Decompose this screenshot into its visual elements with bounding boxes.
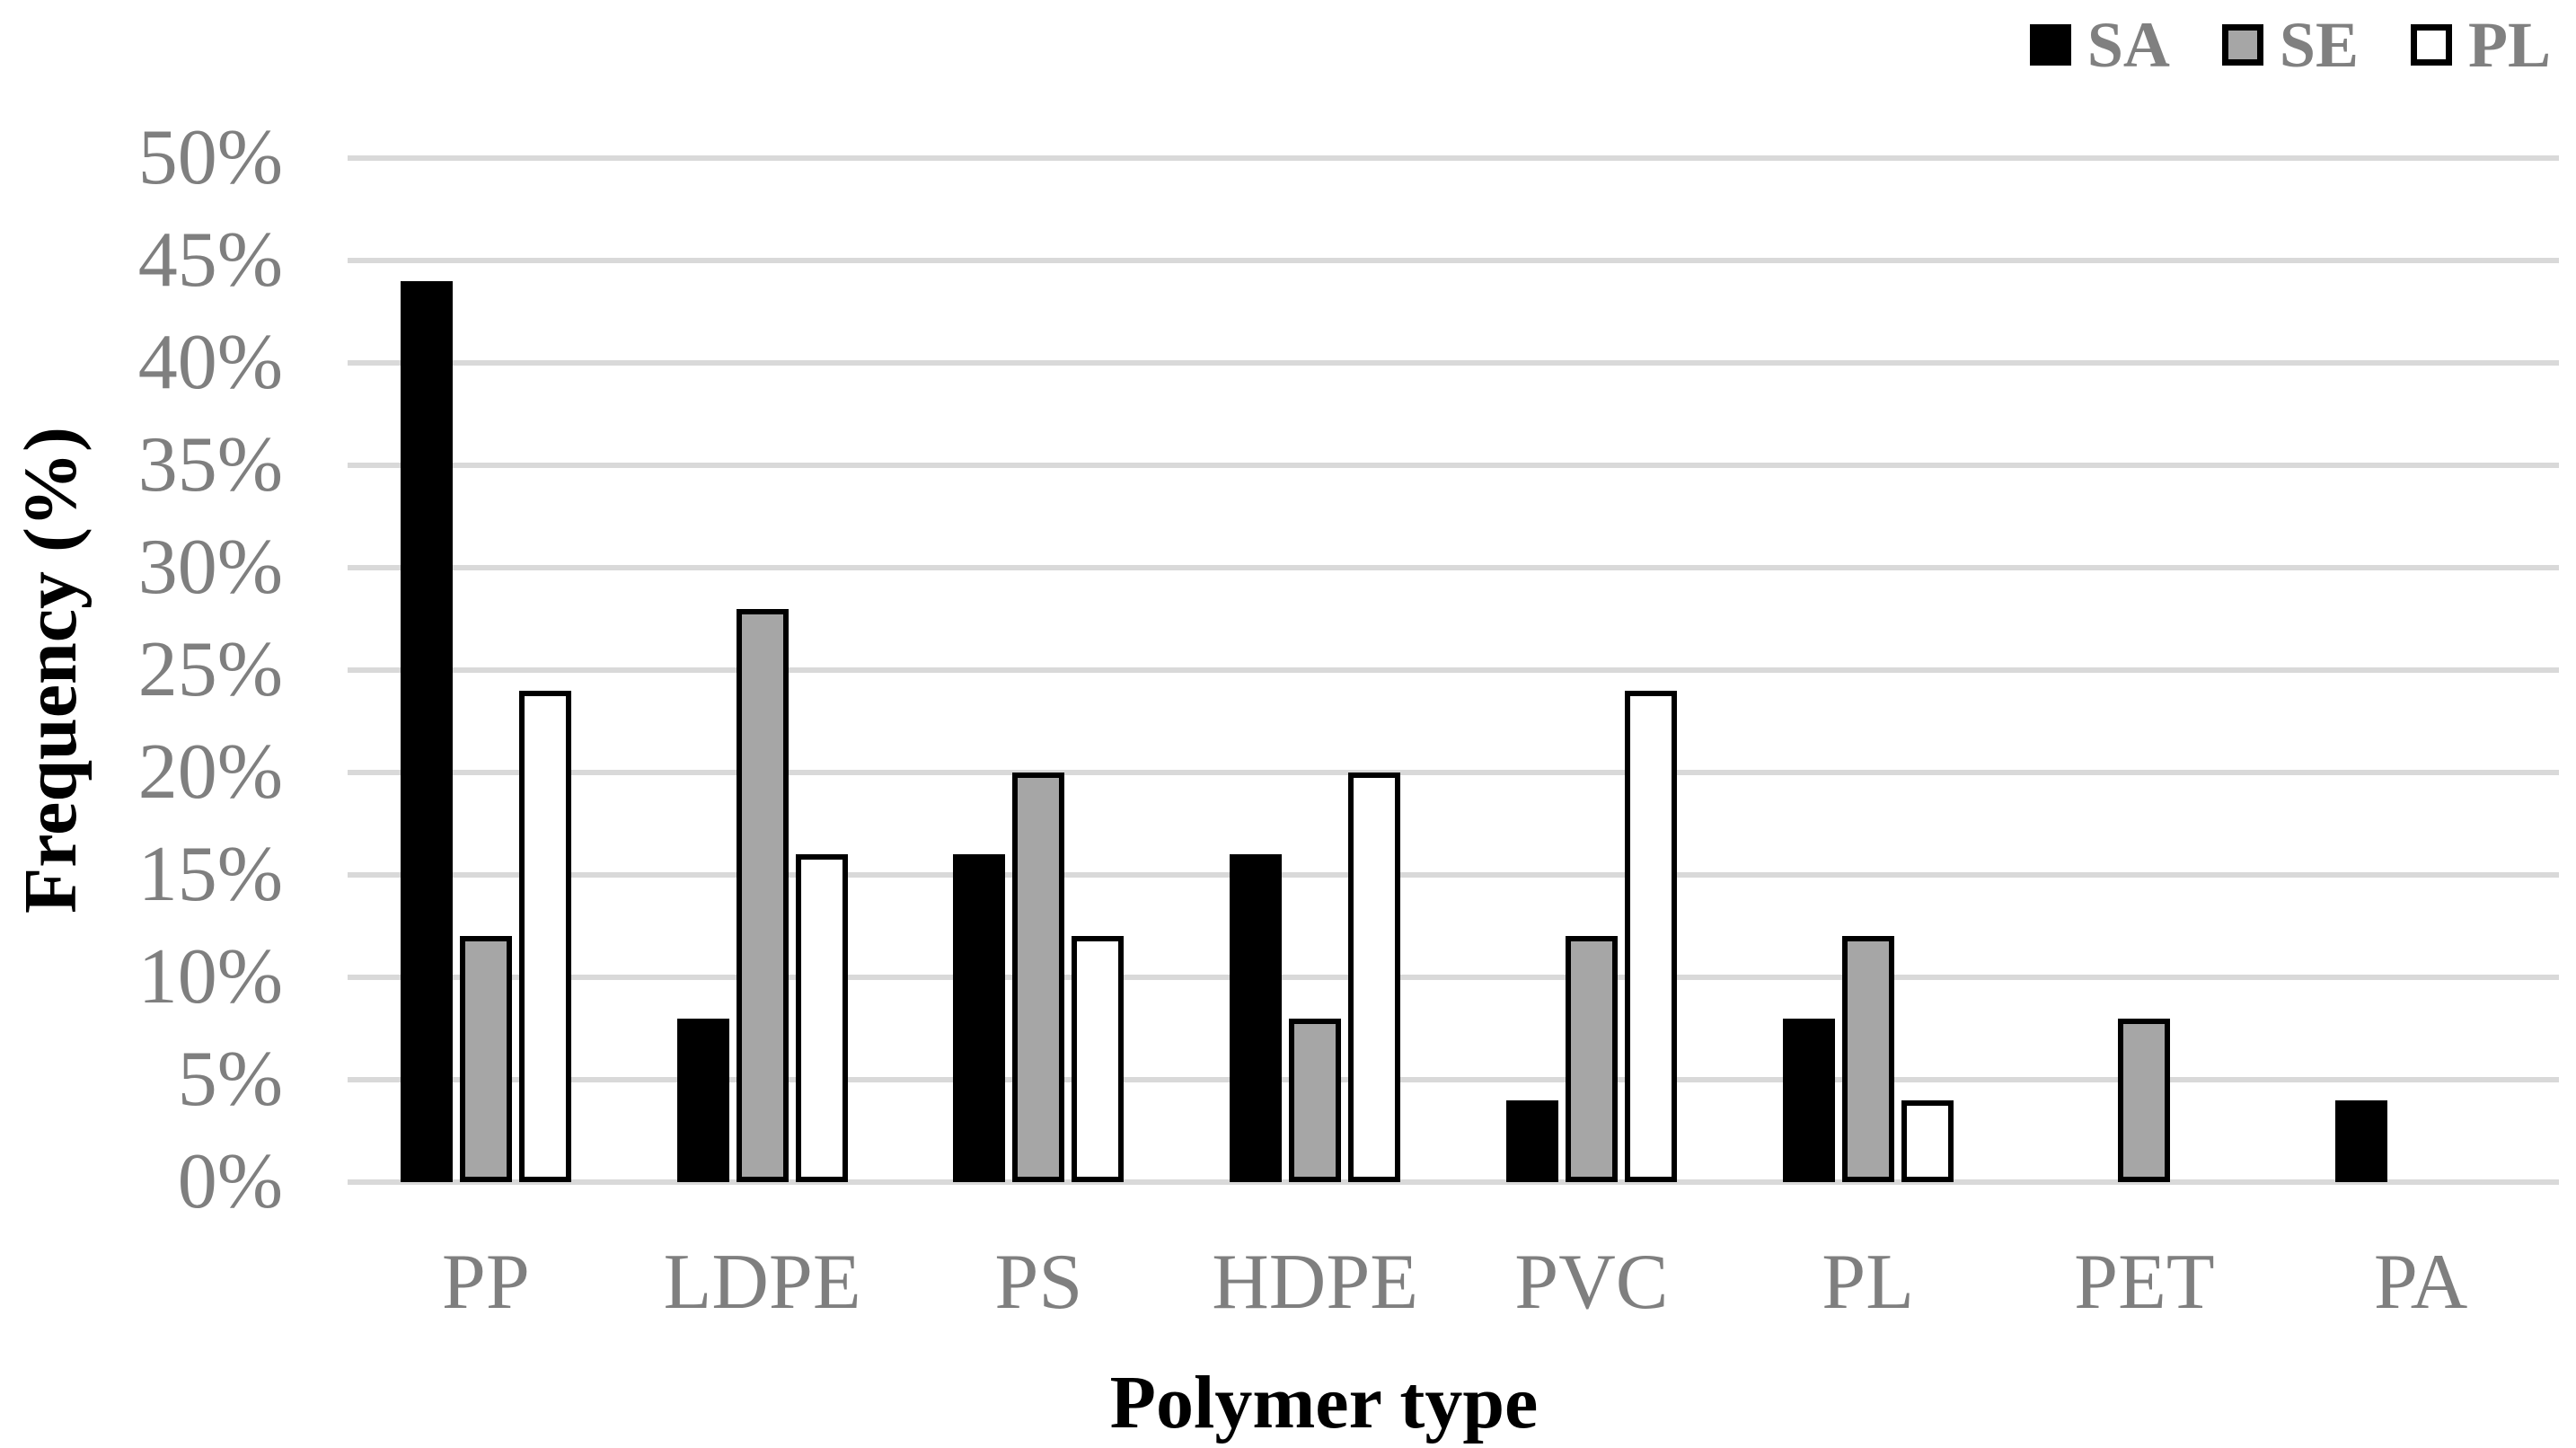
legend-label-SA: SA — [2086, 9, 2170, 81]
bar-SA-HDPE — [1230, 854, 1283, 1182]
y-tick-label-25%: 25% — [137, 626, 283, 713]
bar-PL-HDPE — [1348, 773, 1401, 1182]
bar-SE-PP — [459, 936, 512, 1182]
legend-swatch-SA — [2029, 24, 2071, 66]
y-tick-label-50%: 50% — [137, 114, 283, 201]
bar-SA-PA — [2335, 1099, 2388, 1182]
y-tick-label-30%: 30% — [137, 524, 283, 611]
gridline-45 — [348, 258, 2559, 263]
legend-swatch-SE — [2221, 24, 2263, 66]
chart-legend: SA SE PL — [2029, 9, 2551, 81]
gridline-20 — [348, 770, 2559, 775]
legend-item-SA: SA — [2029, 9, 2170, 81]
category-label-PL: PL — [1822, 1239, 1914, 1326]
bar-SE-PVC — [1565, 936, 1618, 1182]
y-tick-label-40%: 40% — [137, 319, 283, 406]
bar-PL-LDPE — [795, 854, 848, 1182]
bar-SE-HDPE — [1289, 1018, 1342, 1182]
bar-PL-PVC — [1624, 690, 1677, 1182]
legend-label-PL: PL — [2467, 9, 2551, 81]
bar-SE-PET — [2118, 1018, 2171, 1182]
category-label-PET: PET — [2074, 1239, 2215, 1326]
category-label-PA: PA — [2373, 1239, 2468, 1326]
y-tick-label-45%: 45% — [137, 216, 283, 304]
gridline-40 — [348, 360, 2559, 366]
legend-label-SE: SE — [2279, 9, 2359, 81]
bar-SA-PS — [953, 854, 1006, 1182]
bar-SA-PVC — [1505, 1099, 1558, 1182]
bar-SE-PS — [1012, 773, 1065, 1182]
gridline-30 — [348, 565, 2559, 570]
bar-PL-PP — [518, 690, 571, 1182]
bar-SA-PL — [1782, 1018, 1835, 1182]
y-tick-label-5%: 5% — [177, 1036, 283, 1123]
legend-item-SE: SE — [2221, 9, 2359, 81]
y-tick-label-35%: 35% — [137, 421, 283, 508]
legend-item-PL: PL — [2410, 9, 2551, 81]
bar-PL-PL — [1901, 1099, 1954, 1182]
gridline-15 — [348, 872, 2559, 878]
bar-PL-PS — [1072, 936, 1125, 1182]
category-label-HDPE: HDPE — [1212, 1239, 1419, 1326]
bar-SA-PP — [400, 280, 453, 1182]
bar-SE-LDPE — [736, 608, 789, 1182]
bar-SA-LDPE — [676, 1018, 729, 1182]
gridline-10 — [348, 975, 2559, 980]
gridline-5 — [348, 1077, 2559, 1082]
y-tick-label-0%: 0% — [177, 1138, 283, 1225]
gridline-25 — [348, 667, 2559, 673]
bar-SE-PL — [1841, 936, 1894, 1182]
legend-swatch-PL — [2410, 24, 2452, 66]
category-label-PS: PS — [994, 1239, 1083, 1326]
plot-area — [348, 155, 2559, 1185]
y-tick-label-15%: 15% — [137, 831, 283, 918]
category-label-PVC: PVC — [1514, 1239, 1669, 1326]
y-tick-label-10%: 10% — [137, 933, 283, 1020]
y-tick-label-20%: 20% — [137, 728, 283, 816]
x-axis-title: Polymer type — [1109, 1361, 1539, 1444]
gridline-0 — [348, 1179, 2559, 1185]
category-label-LDPE: LDPE — [663, 1239, 861, 1326]
category-label-PP: PP — [441, 1239, 530, 1326]
gridline-35 — [348, 463, 2559, 468]
gridline-50 — [348, 155, 2559, 161]
